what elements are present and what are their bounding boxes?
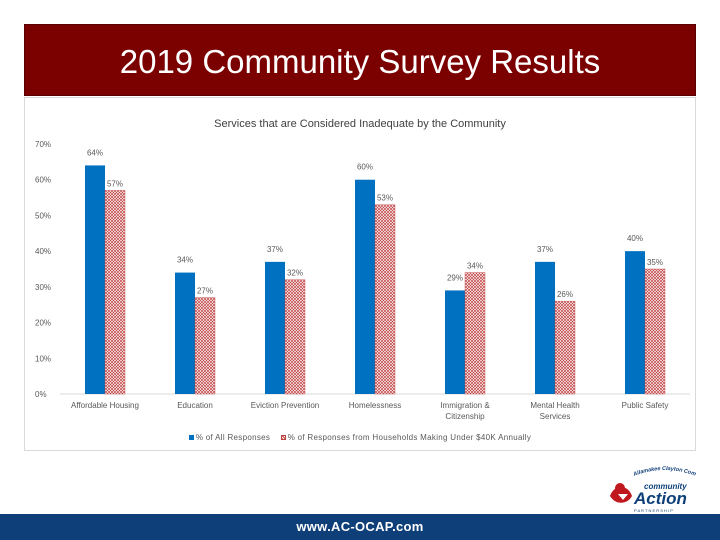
data-label-series-2: 57%	[107, 179, 123, 188]
bar-series-1	[625, 251, 645, 394]
logo-emblem-icon	[610, 483, 632, 503]
bar-series-1	[85, 165, 105, 394]
slide-title: 2019 Community Survey Results	[119, 43, 601, 80]
logo-tagline: P A R T N E R S H I P	[634, 508, 673, 513]
y-tick-label: 10%	[35, 354, 51, 363]
x-category-label: Public Safety	[622, 401, 669, 410]
data-label-series-2: 34%	[467, 262, 483, 271]
data-label-series-1: 64%	[87, 148, 103, 157]
legend-swatch-hatched	[280, 435, 286, 441]
data-label-series-2: 53%	[377, 194, 393, 203]
data-label-series-1: 37%	[537, 245, 553, 254]
legend-swatch-blue	[188, 435, 194, 441]
bar-series-1	[355, 179, 375, 394]
bar-series-2	[194, 297, 216, 395]
footer-bar: www.AC-OCAP.com	[0, 514, 720, 540]
chart-title: Services that are Considered Inadequate …	[214, 118, 506, 130]
svg-text:Allamakee Clayton Community Ac: Allamakee Clayton Community Action	[604, 462, 697, 478]
x-category-label: Affordable Housing	[71, 401, 139, 410]
bar-series-1	[535, 261, 555, 394]
bar-series-1	[445, 290, 465, 394]
bar-series-1	[265, 261, 285, 394]
bar-series-1	[175, 272, 195, 394]
legend-item-series-2: % of Responses from Households Making Un…	[280, 433, 532, 442]
x-category-label: Homelessness	[349, 401, 401, 410]
bar-series-2	[464, 272, 486, 395]
bar-series-2	[104, 190, 126, 395]
legend-label-series-1: % of All Responses	[195, 433, 271, 442]
y-tick-label: 70%	[35, 140, 51, 149]
bar-series-2	[644, 268, 666, 395]
x-category-label: Eviction Prevention	[251, 401, 319, 410]
community-action-logo: Allamakee Clayton Community Action commu…	[604, 462, 697, 513]
x-category-label: Citizenship	[445, 412, 485, 421]
chart-legend: % of All Responses % of Responses from H…	[25, 433, 695, 442]
bar-series-2	[284, 279, 306, 395]
logo-arc-text: Allamakee Clayton Community Action	[604, 462, 697, 478]
data-label-series-2: 27%	[197, 287, 213, 296]
x-category-label: Mental Health	[530, 401, 579, 410]
chart-container: 0% 10% 20% 30% 40% 50% 60% 70% 64% 57% Affordable …	[24, 97, 696, 451]
x-category-label: Education	[177, 401, 213, 410]
bar-series-2	[554, 300, 576, 395]
x-category-label: Immigration &	[440, 401, 490, 410]
y-tick-label: 40%	[35, 247, 51, 256]
bar-chart: 0% 10% 20% 30% 40% 50% 60% 70% 64% 57% Affordable …	[35, 140, 690, 421]
title-banner: 2019 Community Survey Results	[24, 24, 696, 96]
data-label-series-1: 60%	[357, 163, 373, 172]
bar-series-2	[374, 204, 396, 395]
data-label-series-1: 29%	[447, 273, 463, 282]
data-label-series-2: 26%	[557, 290, 573, 299]
y-tick-label: 30%	[35, 283, 51, 292]
logo-word-community: community	[644, 482, 687, 491]
data-label-series-2: 35%	[647, 258, 663, 267]
footer-url[interactable]: www.AC-OCAP.com	[296, 519, 424, 534]
data-label-series-1: 40%	[627, 234, 643, 243]
data-label-series-2: 32%	[287, 269, 303, 278]
legend-item-series-1: % of All Responses	[188, 433, 271, 442]
logo-word-action: Action	[633, 489, 687, 508]
plot-area: 0% 10% 20% 30% 40% 50% 60% 70% 64% 57% Affordable …	[35, 140, 690, 421]
data-label-series-1: 37%	[267, 245, 283, 254]
data-label-series-1: 34%	[177, 256, 193, 265]
y-tick-label: 60%	[35, 176, 51, 185]
y-tick-label: 0%	[35, 390, 47, 399]
x-category-label: Services	[540, 412, 571, 421]
y-tick-label: 50%	[35, 211, 51, 220]
legend-label-series-2: % of Responses from Households Making Un…	[287, 433, 532, 442]
y-tick-label: 20%	[35, 319, 51, 328]
